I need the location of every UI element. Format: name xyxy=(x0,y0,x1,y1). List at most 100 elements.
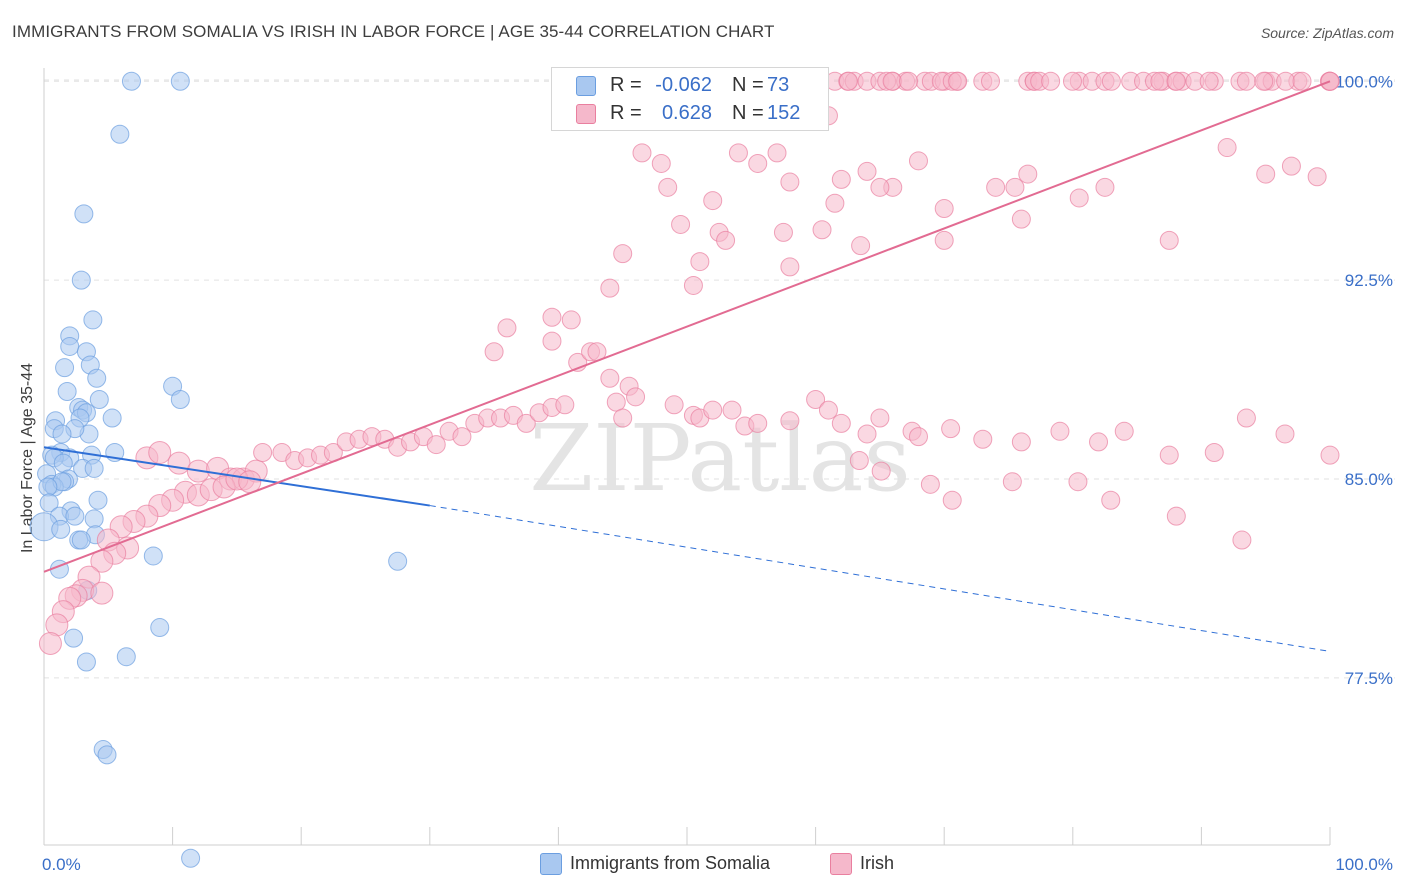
irish-point xyxy=(948,71,968,91)
somalia-point xyxy=(65,506,85,526)
n-label: N = xyxy=(732,102,764,124)
source-label: Source: ZipAtlas.com xyxy=(1260,25,1394,41)
somalia-point xyxy=(88,490,108,510)
somalia-point xyxy=(84,458,104,478)
irish-point xyxy=(626,387,646,407)
irish-point xyxy=(831,169,851,189)
y-tick-label: 92.5% xyxy=(1345,271,1393,290)
irish-point xyxy=(683,275,703,295)
somalia-point xyxy=(74,204,94,224)
irish-point xyxy=(1159,445,1179,465)
irish-trendline xyxy=(43,80,1331,573)
somalia-point xyxy=(71,270,91,290)
somalia-point xyxy=(97,745,117,765)
r-value: 0.628 xyxy=(661,102,712,124)
somalia-point xyxy=(170,389,190,409)
somalia-point xyxy=(38,477,58,497)
somalia-point xyxy=(170,71,190,91)
irish-point xyxy=(722,400,742,420)
irish-point xyxy=(651,153,671,173)
somalia-point xyxy=(181,848,201,868)
irish-point xyxy=(899,71,919,91)
irish-point xyxy=(148,441,172,465)
irish-point xyxy=(1002,472,1022,492)
correlation-legend: R = -0.062 N = 73 R = 0.628 N = 152 xyxy=(551,67,829,131)
irish-point xyxy=(806,389,826,409)
somalia-point xyxy=(84,509,104,529)
somalia-point xyxy=(55,358,75,378)
irish-point xyxy=(857,161,877,181)
irish-point xyxy=(831,413,851,433)
irish-point xyxy=(871,461,891,481)
irish-legend-swatch xyxy=(830,853,852,875)
irish-point xyxy=(1166,71,1186,91)
x-tick-label: 100.0% xyxy=(1335,855,1393,874)
irish-point xyxy=(1150,71,1170,91)
irish-point xyxy=(851,236,871,256)
irish-point xyxy=(934,230,954,250)
irish-point xyxy=(542,307,562,327)
irish-point xyxy=(1101,71,1121,91)
somalia-point xyxy=(76,652,96,672)
somalia-point xyxy=(143,546,163,566)
irish-point xyxy=(1276,71,1296,91)
irish-point xyxy=(600,278,620,298)
legend-label: Immigrants from Somalia xyxy=(570,853,771,873)
irish-point xyxy=(920,474,940,494)
somalia-legend-swatch xyxy=(540,853,562,875)
irish-point xyxy=(1275,424,1295,444)
series-legend: Immigrants from Somalia Irish xyxy=(0,852,1406,876)
irish-point xyxy=(1050,421,1070,441)
somalia-point xyxy=(388,551,408,571)
irish-point xyxy=(780,411,800,431)
r-label: R = xyxy=(610,74,642,96)
irish-point xyxy=(748,153,768,173)
somalia-point xyxy=(60,336,80,356)
irish-point xyxy=(555,395,575,415)
irish-point xyxy=(870,408,890,428)
somalia-point xyxy=(39,493,59,513)
irish-point xyxy=(253,443,273,463)
somalia-trendline xyxy=(43,446,430,507)
irish-point xyxy=(1236,71,1256,91)
irish-point xyxy=(941,419,961,439)
irish-point xyxy=(1069,188,1089,208)
somalia-trendline-extension xyxy=(429,505,1331,652)
irish-point xyxy=(942,490,962,510)
irish-point xyxy=(908,151,928,171)
irish-point xyxy=(452,427,472,447)
irish-point xyxy=(748,413,768,433)
irish-point xyxy=(1089,432,1109,452)
irish-point xyxy=(1204,443,1224,463)
irish-point xyxy=(973,429,993,449)
somalia-point xyxy=(52,424,72,444)
irish-point xyxy=(825,193,845,213)
irish-point xyxy=(986,177,1006,197)
somalia-point xyxy=(150,618,170,638)
irish-point xyxy=(812,220,832,240)
r-value: -0.062 xyxy=(655,74,712,96)
irish-point xyxy=(882,71,902,91)
irish-point xyxy=(1114,421,1134,441)
somalia-point xyxy=(102,408,122,428)
irish-point xyxy=(1292,71,1312,91)
irish-point xyxy=(90,581,114,605)
x-tick-label: 0.0% xyxy=(42,855,81,874)
irish-point xyxy=(716,230,736,250)
irish-point xyxy=(1011,209,1031,229)
irish-point xyxy=(690,252,710,272)
irish-point xyxy=(1320,445,1340,465)
irish-point xyxy=(1254,71,1274,91)
irish-point xyxy=(664,395,684,415)
somalia-point xyxy=(57,382,77,402)
irish-point xyxy=(1256,164,1276,184)
irish-point xyxy=(167,451,191,475)
irish-point xyxy=(1005,177,1025,197)
y-tick-label: 85.0% xyxy=(1345,470,1393,489)
irish-point xyxy=(703,191,723,211)
somalia-point xyxy=(121,71,141,91)
irish-point xyxy=(908,427,928,447)
r-label: R = xyxy=(610,102,642,124)
irish-point xyxy=(426,435,446,455)
